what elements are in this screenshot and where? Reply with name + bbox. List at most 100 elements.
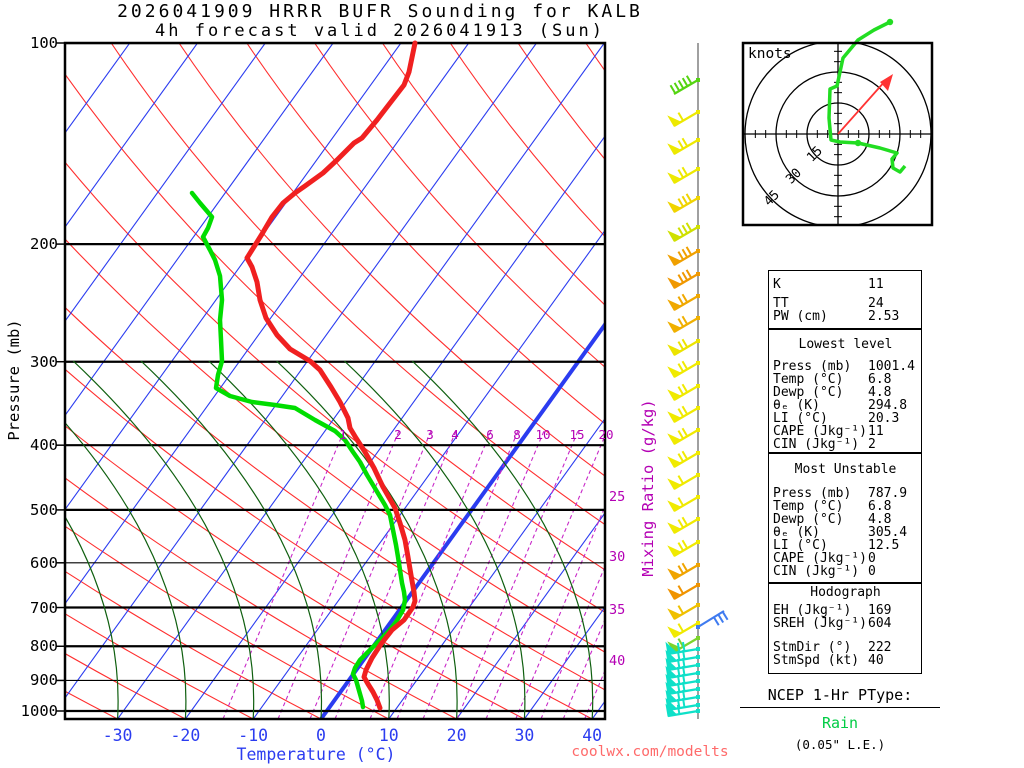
temperature-tick-label: 30 — [514, 726, 535, 745]
moist-adiabat-line — [343, 361, 526, 719]
dry-adiabat-line — [65, 525, 390, 719]
dry-adiabat-line — [246, 43, 605, 425]
hodograph-row-label: SREH (Jkg⁻¹) — [773, 616, 867, 631]
temperature-tick-label: -10 — [238, 726, 269, 745]
moist-adiabat-line — [276, 361, 458, 719]
mixing-ratio-line — [562, 618, 605, 719]
lowest-row-label: θₑ (K) — [773, 398, 820, 413]
lowest-row-value: 4.8 — [868, 385, 892, 400]
wind-barb — [667, 516, 700, 534]
dry-adiabat-line — [65, 477, 457, 719]
isotherm-line — [184, 135, 605, 719]
mixing-ratio-line — [422, 429, 545, 719]
wind-barb — [667, 246, 700, 266]
moist-adiabat-line — [208, 361, 390, 719]
lowest-row-label: LI (°C) — [773, 411, 828, 426]
most-unstable-row-value: 787.9 — [868, 486, 908, 501]
mixing-ratio-line — [309, 429, 432, 719]
index-row-value: 24 — [868, 296, 884, 311]
wind-barb — [665, 665, 700, 680]
lowest-level-header: Lowest level — [798, 337, 893, 352]
wind-barb — [696, 610, 729, 629]
index-row-value: 11 — [868, 277, 884, 292]
mixing-ratio-line — [222, 429, 345, 719]
lowest-row-value: 2 — [868, 437, 876, 452]
mixing-ratio-right-label: 35 — [609, 602, 626, 618]
mixing-ratio-line — [369, 429, 492, 719]
wind-barb — [667, 473, 700, 490]
wind-barb — [667, 315, 700, 333]
mixing-ratio-value-label: 2 — [394, 427, 402, 442]
mixing-ratio-right-label: 40 — [609, 653, 626, 669]
wind-barb — [667, 405, 700, 423]
storm-motion-arrow — [837, 79, 887, 135]
wind-barb — [667, 338, 700, 356]
mixing-ratio-value-label: 20 — [598, 427, 614, 442]
hodograph-frame — [741, 41, 934, 227]
most-unstable-row-label: θₑ (K) — [773, 525, 820, 540]
hodograph-row-value: 222 — [868, 640, 892, 655]
index-row-value: 2.53 — [868, 309, 900, 324]
hodograph-row-label: StmDir (°) — [773, 640, 852, 655]
wind-barb — [667, 450, 700, 468]
dry-adiabat-line — [517, 43, 605, 161]
mixing-ratio-right-label: 30 — [609, 549, 626, 565]
hodograph-trace-dot — [886, 18, 894, 26]
dewpoint-curve — [189, 190, 408, 710]
dry-adiabat-line — [65, 424, 525, 719]
lowest-row-label: CAPE (Jkg⁻¹) — [773, 424, 867, 439]
wind-barb — [667, 110, 700, 127]
moist-adiabat-line — [65, 515, 119, 719]
pressure-tick-label: 600 — [30, 553, 58, 572]
dry-adiabat-line — [65, 238, 605, 653]
most-unstable-row-label: Press (mb) — [773, 486, 852, 501]
isotherm-line — [65, 43, 470, 605]
hodograph-row-value: 169 — [868, 603, 892, 618]
dry-adiabat-line — [110, 43, 605, 526]
dry-adiabat-line — [65, 570, 322, 719]
isotherm-line — [65, 43, 537, 699]
watermark-link[interactable]: coolwx.com/modelts — [571, 744, 729, 760]
ptype-value: Rain — [821, 714, 859, 732]
moist-adiabat-group — [65, 361, 594, 719]
mixing-ratio-value-label: 8 — [513, 427, 521, 442]
most-unstable-row-label: Temp (°C) — [773, 499, 844, 514]
wind-barb — [667, 166, 700, 184]
pressure-tick-label: 1000 — [20, 702, 58, 720]
chart-title-line1: 2026041909 HRRR BUFR Sounding for KALB — [117, 1, 643, 22]
hodograph-trace-dot — [854, 139, 862, 147]
most-unstable-header: Most Unstable — [794, 462, 897, 477]
pressure-tick-label: 800 — [30, 637, 58, 656]
isotherm-line — [117, 43, 605, 719]
index-row-label: TT — [773, 296, 789, 311]
dry-adiabat-line — [65, 306, 605, 691]
lowest-row-value: 11 — [868, 424, 884, 439]
temperature-tick-label: -30 — [102, 726, 133, 745]
most-unstable-row-value: 12.5 — [868, 538, 900, 553]
mixing-ratio-line — [515, 505, 605, 719]
wind-barb — [667, 383, 700, 401]
wind-barb — [667, 222, 700, 242]
dry-adiabat-line — [65, 613, 254, 719]
most-unstable-row-label: Dewp (°C) — [773, 512, 844, 527]
mixing-ratio-value-label: 4 — [451, 427, 459, 442]
most-unstable-row-label: CIN (Jkg⁻¹) — [773, 564, 860, 579]
wind-barb — [667, 427, 700, 445]
dry-adiabat-line — [993, 43, 1024, 719]
lowest-row-label: Temp (°C) — [773, 372, 844, 387]
wind-barb — [665, 673, 700, 688]
lowest-row-label: Dewp (°C) — [773, 385, 844, 400]
dry-adiabat-line — [65, 368, 593, 719]
wind-barb — [667, 539, 700, 557]
moist-adiabat-line — [411, 361, 594, 719]
wind-barb — [667, 621, 700, 638]
pressure-tick-label: 100 — [30, 34, 58, 52]
freezing-isotherm-line — [319, 321, 605, 719]
wind-barb — [667, 137, 700, 155]
mixing-ratio-value-label: 15 — [569, 427, 585, 442]
moist-adiabat-line — [65, 421, 187, 719]
hodograph-row-label: StmSpd (kt) — [773, 653, 860, 668]
wind-barb — [667, 583, 700, 600]
isotherm-line — [65, 43, 266, 323]
dry-adiabat-line — [65, 161, 605, 613]
